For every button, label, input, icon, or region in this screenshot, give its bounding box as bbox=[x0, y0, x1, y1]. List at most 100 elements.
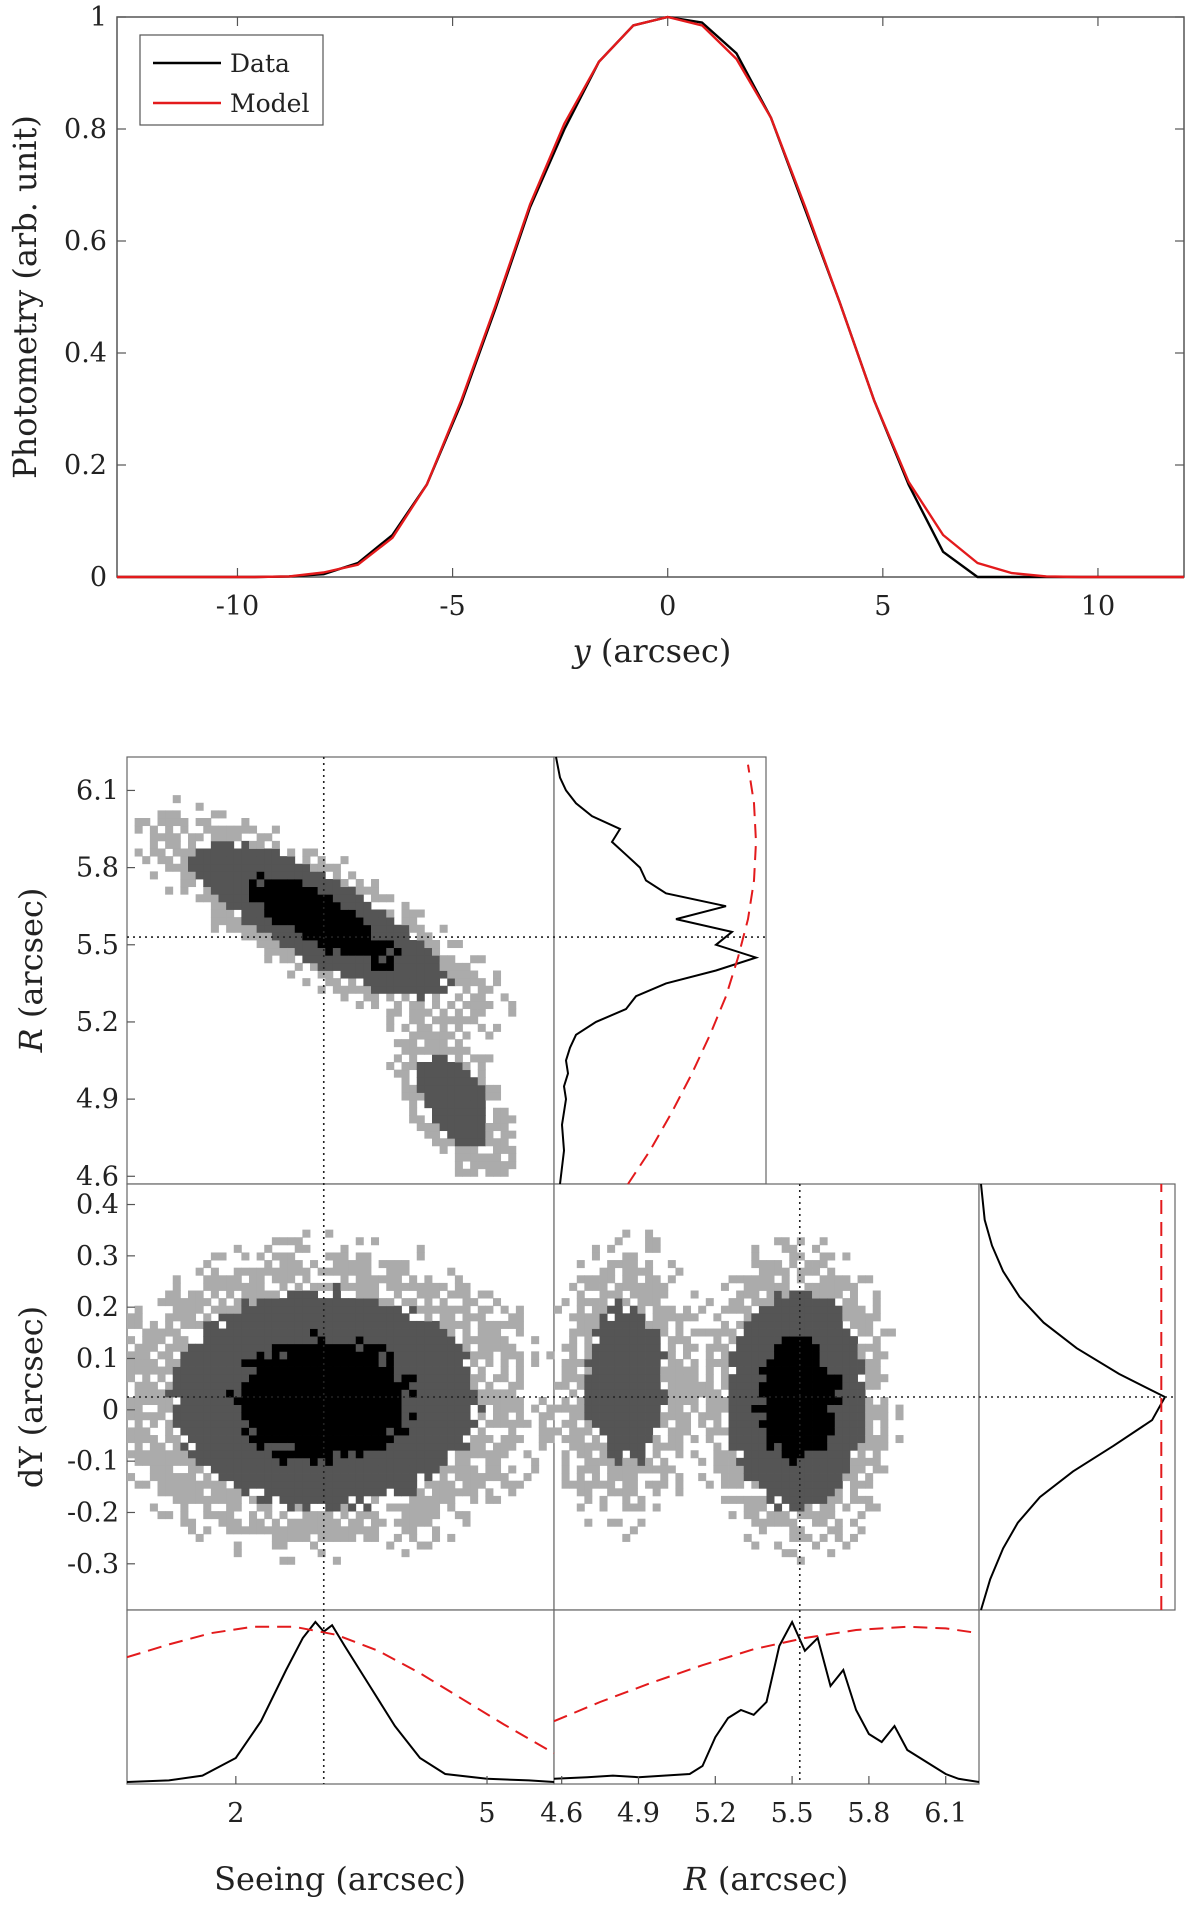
heatmap-cell-core bbox=[401, 1381, 410, 1390]
heatmap-cell-outer bbox=[432, 1290, 441, 1299]
heatmap-cell-outer bbox=[667, 1336, 676, 1345]
heatmap-cell-outer bbox=[493, 1107, 502, 1116]
heatmap-cell-outer bbox=[424, 1008, 433, 1017]
heatmap-cell-outer bbox=[317, 1267, 326, 1276]
heatmap-cell-outer bbox=[872, 1442, 881, 1451]
heatmap-cell-middle bbox=[195, 1374, 204, 1383]
heatmap-cell-core bbox=[363, 1389, 372, 1398]
heatmap-cell-outer bbox=[432, 1138, 441, 1147]
heatmap-cell-middle bbox=[340, 1473, 349, 1482]
heatmap-cell-core bbox=[758, 1419, 767, 1428]
heatmap-cell-core bbox=[317, 932, 326, 941]
heatmap-cell-outer bbox=[264, 1260, 273, 1269]
panel-marginal-R-frame bbox=[553, 756, 767, 1185]
heatmap-cell-outer bbox=[789, 1518, 798, 1527]
heatmap-cell-middle bbox=[416, 970, 425, 979]
heatmap-cell-outer bbox=[637, 1267, 646, 1276]
heatmap-cell-middle bbox=[751, 1450, 760, 1459]
heatmap-cell-core bbox=[287, 909, 296, 918]
heatmap-cell-outer bbox=[705, 1298, 714, 1307]
heatmap-cell-middle bbox=[371, 1305, 380, 1314]
heatmap-cell-outer bbox=[477, 1320, 486, 1329]
heatmap-cell-middle bbox=[203, 1435, 212, 1444]
heatmap-cell-middle bbox=[386, 985, 395, 994]
heatmap-cell-middle bbox=[432, 1115, 441, 1124]
heatmap-cell-outer bbox=[485, 1397, 494, 1406]
heatmap-cell-outer bbox=[218, 810, 227, 819]
heatmap-cell-outer bbox=[698, 1457, 707, 1466]
heatmap-cell-middle bbox=[637, 1381, 646, 1390]
heatmap-cell-middle bbox=[332, 1298, 341, 1307]
heatmap-cell-middle bbox=[454, 1351, 463, 1360]
heatmap-cell-middle bbox=[416, 1435, 425, 1444]
heatmap-cell-middle bbox=[743, 1435, 752, 1444]
heatmap-cell-middle bbox=[386, 1465, 395, 1474]
heatmap-cell-middle bbox=[439, 1077, 448, 1086]
heatmap-cell-middle bbox=[363, 1480, 372, 1489]
heatmap-cell-middle bbox=[834, 1313, 843, 1322]
heatmap-cell-outer bbox=[165, 1290, 174, 1299]
heatmap-cell-outer bbox=[447, 1503, 456, 1512]
heatmap-cell-middle bbox=[812, 1450, 821, 1459]
heatmap-cell-outer bbox=[302, 1244, 311, 1253]
heatmap-cell-outer bbox=[576, 1298, 585, 1307]
heatmap-cell-middle bbox=[195, 871, 204, 880]
heatmap-cell-outer bbox=[758, 1495, 767, 1504]
heatmap-cell-outer bbox=[645, 1282, 654, 1291]
heatmap-cell-middle bbox=[241, 863, 250, 872]
heatmap-cell-outer bbox=[500, 1351, 509, 1360]
heatmap-cell-outer bbox=[819, 1275, 828, 1284]
heatmap-cell-middle bbox=[614, 1442, 623, 1451]
heatmap-cell-outer bbox=[172, 840, 181, 849]
heatmap-cell-outer bbox=[233, 825, 242, 834]
heatmap-cell-outer bbox=[736, 1298, 745, 1307]
heatmap-cell-core bbox=[317, 1336, 326, 1345]
heatmap-cell-outer bbox=[264, 940, 273, 949]
heatmap-cell-middle bbox=[447, 1397, 456, 1406]
heatmap-cell-middle bbox=[416, 985, 425, 994]
heatmap-cell-outer bbox=[462, 1320, 471, 1329]
heatmap-cell-core bbox=[287, 1427, 296, 1436]
heatmap-cell-middle bbox=[462, 1123, 471, 1132]
heatmap-cell-middle bbox=[371, 1457, 380, 1466]
heatmap-cell-outer bbox=[409, 1275, 418, 1284]
heatmap-cell-middle bbox=[409, 1465, 418, 1474]
heatmap-cell-core bbox=[804, 1412, 813, 1421]
heatmap-cell-core bbox=[819, 1366, 828, 1375]
heatmap-cell-middle bbox=[637, 1389, 646, 1398]
heatmap-cell-outer bbox=[667, 1374, 676, 1383]
heatmap-cell-core bbox=[294, 1419, 303, 1428]
heatmap-cell-outer bbox=[477, 1473, 486, 1482]
heatmap-cell-outer bbox=[386, 1275, 395, 1284]
heatmap-cell-outer bbox=[872, 1374, 881, 1383]
heatmap-cell-outer bbox=[720, 1480, 729, 1489]
heatmap-cell-middle bbox=[819, 1473, 828, 1482]
heatmap-cell-outer bbox=[249, 825, 258, 834]
heatmap-cell-outer bbox=[271, 1275, 280, 1284]
heatmap-cell-outer bbox=[172, 1435, 181, 1444]
heatmap-cell-core bbox=[249, 1397, 258, 1406]
heatmap-cell-outer bbox=[424, 1480, 433, 1489]
heatmap-cell-outer bbox=[690, 1358, 699, 1367]
heatmap-cell-middle bbox=[439, 1351, 448, 1360]
heatmap-cell-outer bbox=[591, 1313, 600, 1322]
heatmap-cell-middle bbox=[218, 1381, 227, 1390]
heatmap-cell-outer bbox=[629, 1503, 638, 1512]
heatmap-cell-outer bbox=[849, 1282, 858, 1291]
heatmap-cell-outer bbox=[355, 1275, 364, 1284]
heatmap-cell-core bbox=[294, 886, 303, 895]
heatmap-cell-outer bbox=[172, 1480, 181, 1489]
heatmap-cell-outer bbox=[340, 879, 349, 888]
heatmap-cell-outer bbox=[485, 1168, 494, 1177]
heatmap-cell-outer bbox=[363, 985, 372, 994]
heatmap-cell-middle bbox=[781, 1473, 790, 1482]
heatmap-cell-outer bbox=[233, 1275, 242, 1284]
heatmap-cell-outer bbox=[256, 1290, 265, 1299]
heatmap-cell-middle bbox=[279, 924, 288, 933]
heatmap-cell-core bbox=[302, 1366, 311, 1375]
heatmap-cell-middle bbox=[218, 871, 227, 880]
heatmap-cell-outer bbox=[165, 825, 174, 834]
heatmap-cell-core bbox=[287, 1366, 296, 1375]
heatmap-cell-outer bbox=[409, 1100, 418, 1109]
heatmap-cell-middle bbox=[416, 993, 425, 1002]
